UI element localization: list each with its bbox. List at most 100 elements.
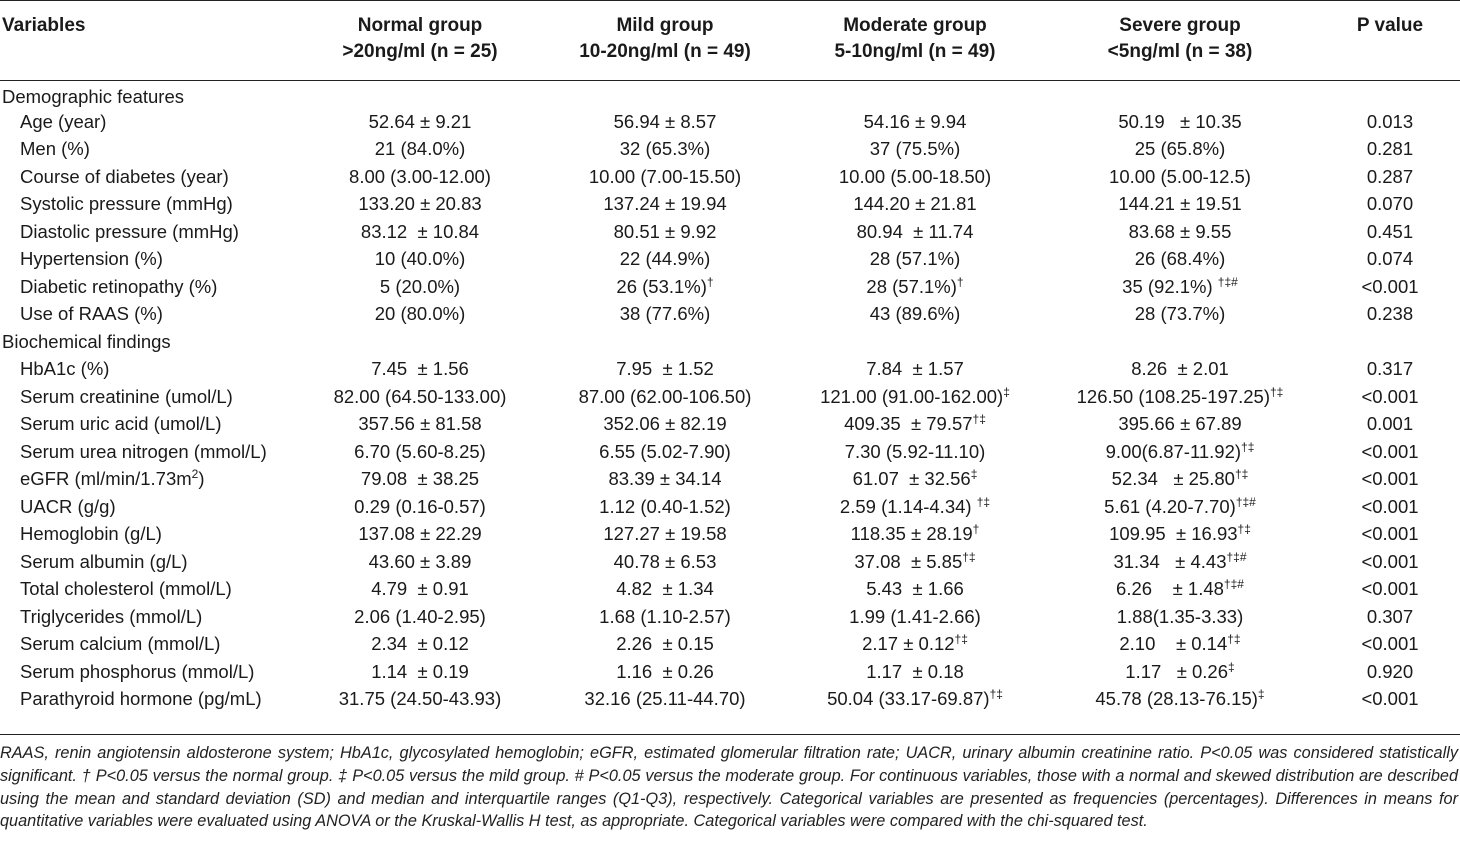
cell-p-value: <0.001 xyxy=(1361,633,1419,655)
cell-mild: 26 (53.1%)† xyxy=(616,274,714,297)
header-rule xyxy=(0,80,1460,81)
cell-moderate: 37.08 ± 5.85†‡ xyxy=(854,549,976,572)
cell-severe xyxy=(1040,328,1320,356)
table-row: HbA1c (%) 7.45 ± 1.56 7.95 ± 1.52 7.84 ± 1.… xyxy=(0,356,1460,384)
cell-moderate: 54.16 ± 9.94 xyxy=(863,110,967,132)
cell-moderate: 121.00 (91.00-162.00)‡ xyxy=(820,384,1010,407)
cell-severe: 45.78 (28.13-76.15)‡ xyxy=(1095,687,1265,710)
table-row: Diastolic pressure (mmHg) 83.12 ± 10.84 80… xyxy=(0,218,1460,246)
bottom-rule xyxy=(0,734,1460,735)
cell-p-value: <0.001 xyxy=(1361,385,1419,407)
cell-p-value xyxy=(1320,80,1460,108)
cell-mild: 80.51 ± 9.92 xyxy=(613,220,717,242)
variable-label: Hypertension (%) xyxy=(20,248,163,270)
table-body: Demographic features Age (year) 52.64 ± 9.… xyxy=(0,80,1460,713)
variable-label: Course of diabetes (year) xyxy=(20,165,229,187)
cell-moderate xyxy=(790,328,1040,356)
significance-marker: †‡ xyxy=(1270,384,1284,399)
cell-mild: 6.55 (5.02-7.90) xyxy=(599,440,731,462)
cell-severe: 50.19 ± 10.35 xyxy=(1118,110,1242,132)
header-severe-group: Severe group <5ng/ml (n = 38) xyxy=(1107,15,1253,62)
cell-p-value: <0.001 xyxy=(1361,688,1419,710)
table-row: Serum creatinine (umol/L) 82.00 (64.50-13… xyxy=(0,383,1460,411)
table-row: UACR (g/g) 0.29 (0.16-0.57) 1.12 (0.40-1.5… xyxy=(0,493,1460,521)
variable-label: Diabetic retinopathy (%) xyxy=(20,275,218,297)
cell-mild: 7.95 ± 1.52 xyxy=(616,358,714,380)
cell-normal: 133.20 ± 20.83 xyxy=(358,193,482,215)
cell-p-value: 0.001 xyxy=(1366,413,1414,435)
cell-normal: 5 (20.0%) xyxy=(379,275,461,297)
variable-label: Systolic pressure (mmHg) xyxy=(20,193,233,215)
cell-mild: 83.39 ± 34.14 xyxy=(608,468,722,490)
table-row: Hypertension (%) 10 (40.0%) 22 (44.9%) 28 (… xyxy=(0,246,1460,274)
cell-severe: 52.34 ± 25.80†‡ xyxy=(1111,467,1249,490)
cell-severe: 31.34 ± 4.43†‡# xyxy=(1113,549,1247,572)
cell-mild xyxy=(540,80,790,108)
cell-severe: 28 (73.7%) xyxy=(1134,303,1226,325)
significance-marker: ‡ xyxy=(970,467,978,482)
cell-moderate: 7.30 (5.92-11.10) xyxy=(844,440,986,462)
cell-normal: 137.08 ± 22.29 xyxy=(358,523,482,545)
table-row: Systolic pressure (mmHg) 133.20 ± 20.83 13… xyxy=(0,191,1460,219)
variable-label: Serum albumin (g/L) xyxy=(20,550,188,572)
cell-moderate: 409.35 ± 79.57†‡ xyxy=(844,412,986,435)
cell-normal: 1.14 ± 0.19 xyxy=(371,660,469,682)
section-row: Biochemical findings xyxy=(0,328,1460,356)
cell-mild: 1.16 ± 0.26 xyxy=(616,660,714,682)
header-variables: Variables xyxy=(2,15,86,36)
cell-normal: 82.00 (64.50-133.00) xyxy=(333,385,507,407)
variable-label: Total cholesterol (mmol/L) xyxy=(20,578,232,600)
cell-moderate: 28 (57.1%)† xyxy=(866,274,964,297)
cell-moderate: 10.00 (5.00-18.50) xyxy=(838,165,992,187)
significance-marker: †‡# xyxy=(1223,577,1244,592)
cell-normal: 31.75 (24.50-43.93) xyxy=(338,688,502,710)
cell-normal xyxy=(300,328,540,356)
header-moderate-group: Moderate group 5-10ng/ml (n = 49) xyxy=(834,15,996,62)
cell-p-value: 0.317 xyxy=(1366,358,1414,380)
cell-normal: 43.60 ± 3.89 xyxy=(368,550,472,572)
cell-moderate: 28 (57.1%) xyxy=(869,248,961,270)
cell-mild: 1.68 (1.10-2.57) xyxy=(599,605,731,627)
cell-p-value: <0.001 xyxy=(1361,578,1419,600)
cell-p-value: 0.920 xyxy=(1366,660,1414,682)
significance-marker: †‡ xyxy=(962,549,976,564)
cell-moderate: 2.59 (1.14-4.34) †‡ xyxy=(839,494,991,517)
cell-p-value: 0.070 xyxy=(1366,193,1414,215)
cell-moderate: 1.99 (1.41-2.66) xyxy=(849,605,981,627)
cell-p-value: 0.281 xyxy=(1366,138,1414,160)
cell-p-value: 0.074 xyxy=(1366,248,1414,270)
cell-severe: 9.00(6.87-11.92)†‡ xyxy=(1105,439,1255,462)
table-row: eGFR (ml/min/1.73m2) 79.08 ± 38.25 83.39 ±… xyxy=(0,466,1460,494)
top-rule xyxy=(0,0,1460,1)
cell-severe: 83.68 ± 9.55 xyxy=(1128,220,1232,242)
cell-moderate: 43 (89.6%) xyxy=(869,303,961,325)
cell-mild: 22 (44.9%) xyxy=(619,248,711,270)
cell-moderate: 50.04 (33.17-69.87)†‡ xyxy=(827,687,1003,710)
cell-mild xyxy=(540,328,790,356)
variable-label: Parathyroid hormone (pg/mL) xyxy=(20,688,262,710)
cell-p-value: 0.013 xyxy=(1366,110,1414,132)
table-row: Serum calcium (mmol/L) 2.34 ± 0.12 2.26 ± … xyxy=(0,631,1460,659)
cell-severe: 8.26 ± 2.01 xyxy=(1131,358,1229,380)
significance-marker: †‡ xyxy=(1234,467,1249,482)
cell-normal: 357.56 ± 81.58 xyxy=(358,413,482,435)
cell-p-value: <0.001 xyxy=(1361,440,1419,462)
significance-marker: ‡ xyxy=(1228,659,1235,674)
significance-marker: ‡ xyxy=(1257,687,1265,702)
cell-moderate: 61.07 ± 32.56‡ xyxy=(852,467,978,490)
significance-marker: † xyxy=(956,274,964,289)
cell-moderate: 7.84 ± 1.57 xyxy=(866,358,964,380)
cell-normal: 2.34 ± 0.12 xyxy=(371,633,469,655)
cell-normal: 0.29 (0.16-0.57) xyxy=(354,495,486,517)
variable-label: Diastolic pressure (mmHg) xyxy=(20,220,239,242)
cell-p-value: 0.451 xyxy=(1366,220,1414,242)
cell-mild: 137.24 ± 19.94 xyxy=(603,193,727,215)
cell-mild: 10.00 (7.00-15.50) xyxy=(588,165,742,187)
cell-severe: 6.26 ± 1.48†‡# xyxy=(1116,577,1244,600)
cell-normal: 6.70 (5.60-8.25) xyxy=(354,440,486,462)
cell-moderate: 5.43 ± 1.66 xyxy=(866,578,964,600)
header-row: Variables Normal group >20ng/ml (n = 25)… xyxy=(0,0,1460,80)
cell-mild: 4.82 ± 1.34 xyxy=(616,578,714,600)
cell-mild: 32 (65.3%) xyxy=(619,138,711,160)
